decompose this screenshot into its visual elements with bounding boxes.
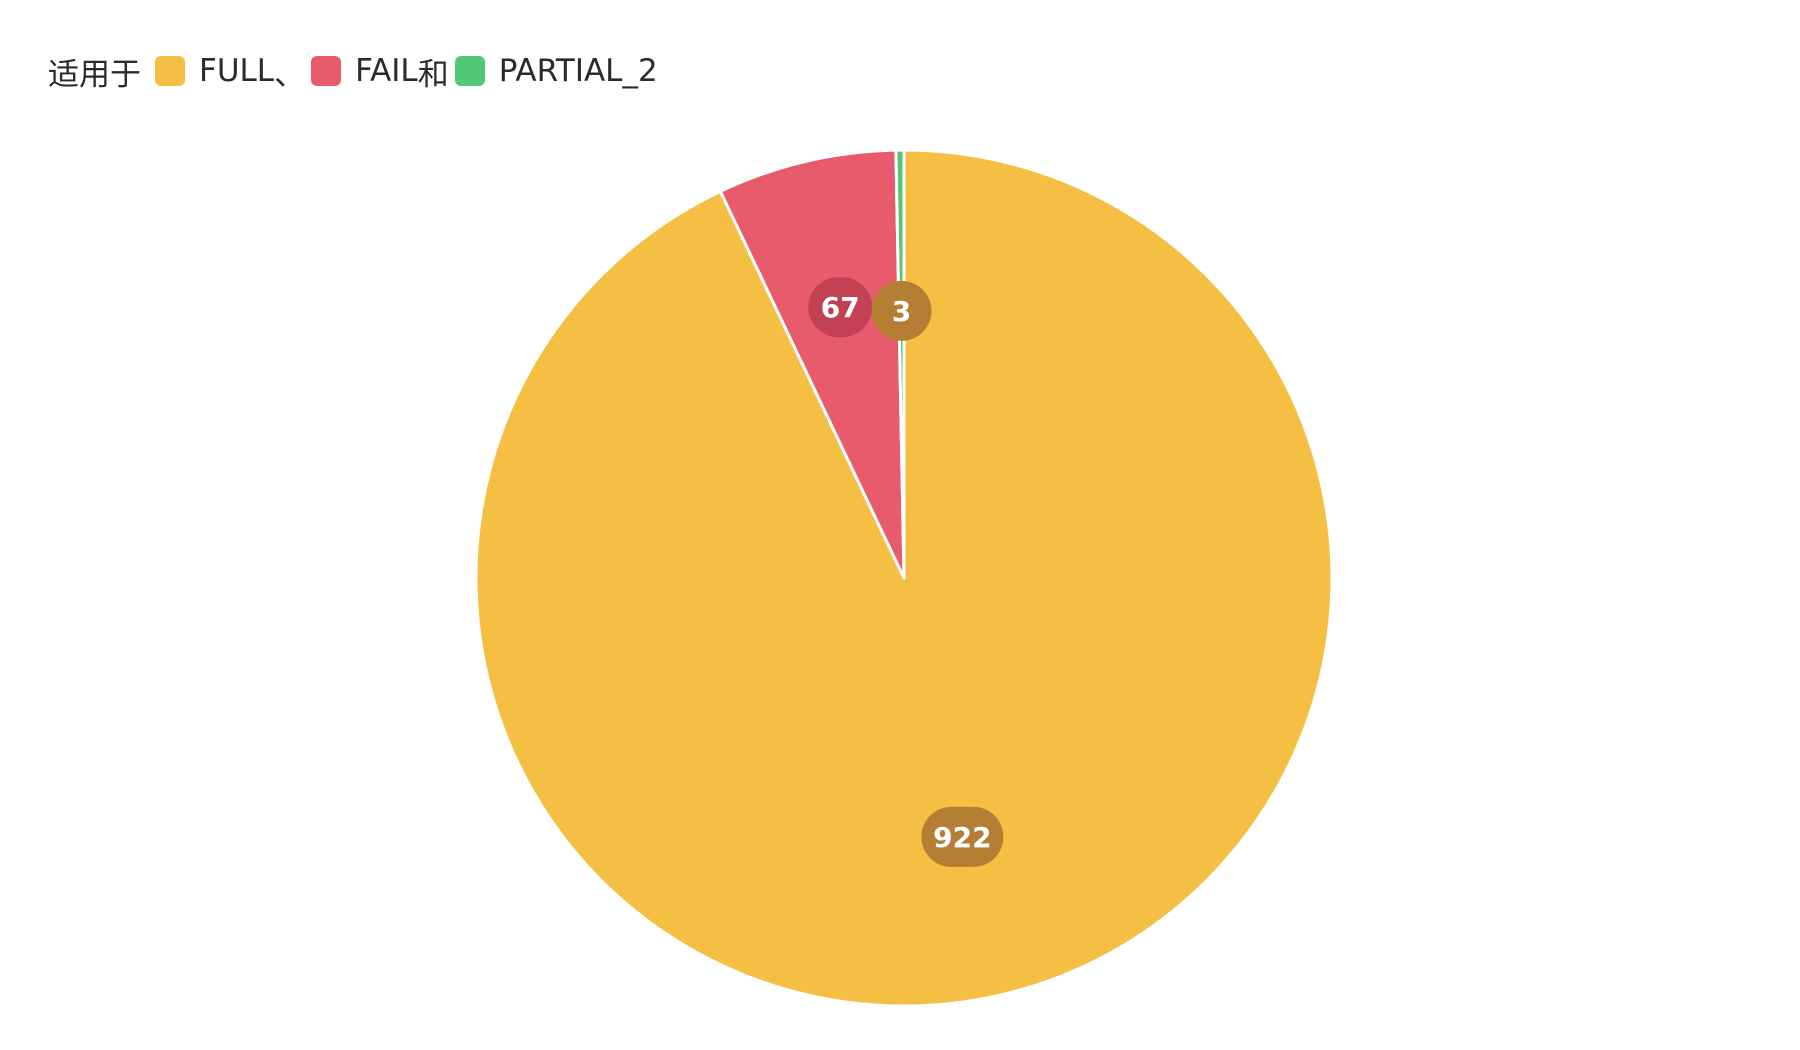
legend-prefix: 适用于 <box>48 56 141 93</box>
legend-swatch-partial-2 <box>454 56 485 86</box>
legend-swatch-fail <box>311 56 342 86</box>
data-label-fail: 67 <box>821 291 860 324</box>
pie-slice-partial-2[interactable] <box>894 148 906 580</box>
legend-separator: 、 <box>274 56 306 93</box>
legend-separator: 和 <box>417 56 449 93</box>
pie-data-labels: 922 67 3 <box>808 277 1004 867</box>
chart-legend: 适用于 FULL 、 FAIL 和 PARTIAL_2 <box>48 48 658 94</box>
legend-swatch-full <box>155 56 185 86</box>
legend-item-full[interactable]: FULL 、 <box>155 49 311 94</box>
legend-item-fail[interactable]: FAIL 和 <box>311 49 455 94</box>
data-label-full: 922 <box>933 821 991 854</box>
legend-item-partial-2[interactable]: PARTIAL_2 <box>454 53 658 89</box>
legend-label-full: FULL <box>199 53 275 89</box>
legend-label-partial-2: PARTIAL_2 <box>498 53 658 89</box>
data-label-bg-partial-2 <box>871 280 932 341</box>
pie-slices <box>474 148 1334 1008</box>
pie-slice-fail[interactable] <box>718 148 906 580</box>
data-label-bg-full <box>921 806 1004 867</box>
legend-label-fail: FAIL <box>355 53 418 89</box>
data-label-bg-fail <box>808 277 873 338</box>
data-label-partial-2: 3 <box>892 295 911 328</box>
